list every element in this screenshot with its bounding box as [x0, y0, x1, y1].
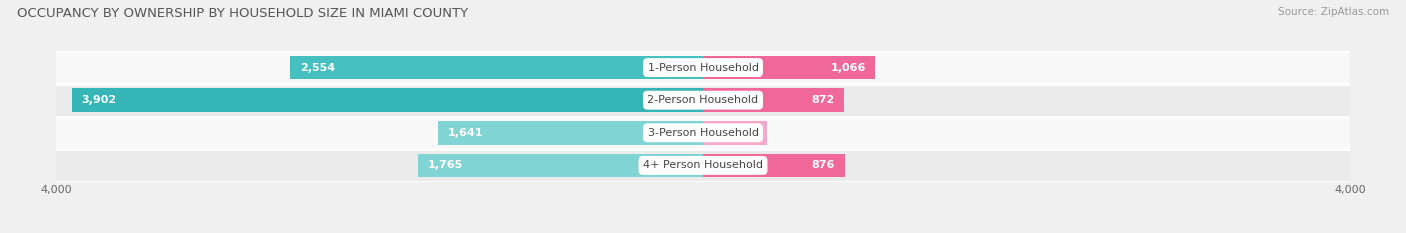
- Text: 3,902: 3,902: [82, 95, 117, 105]
- Bar: [56, 149, 1350, 182]
- Text: 1,765: 1,765: [427, 161, 463, 170]
- Text: 876: 876: [811, 161, 835, 170]
- Bar: [703, 56, 876, 79]
- Text: 2,554: 2,554: [299, 63, 335, 72]
- Text: 3-Person Household: 3-Person Household: [648, 128, 758, 138]
- Text: 4+ Person Household: 4+ Person Household: [643, 161, 763, 170]
- Bar: [56, 51, 1350, 84]
- Text: 2-Person Household: 2-Person Household: [647, 95, 759, 105]
- Text: 393: 393: [734, 128, 756, 138]
- Text: 1,066: 1,066: [831, 63, 866, 72]
- Bar: [56, 116, 1350, 149]
- Bar: [703, 121, 766, 144]
- Bar: [418, 154, 703, 177]
- Text: 1-Person Household: 1-Person Household: [648, 63, 758, 72]
- Bar: [703, 154, 845, 177]
- Text: OCCUPANCY BY OWNERSHIP BY HOUSEHOLD SIZE IN MIAMI COUNTY: OCCUPANCY BY OWNERSHIP BY HOUSEHOLD SIZE…: [17, 7, 468, 20]
- Text: 872: 872: [811, 95, 834, 105]
- Bar: [56, 84, 1350, 116]
- Bar: [703, 89, 844, 112]
- Text: 1,641: 1,641: [447, 128, 482, 138]
- Bar: [437, 121, 703, 144]
- Text: Source: ZipAtlas.com: Source: ZipAtlas.com: [1278, 7, 1389, 17]
- Bar: [72, 89, 703, 112]
- Bar: [290, 56, 703, 79]
